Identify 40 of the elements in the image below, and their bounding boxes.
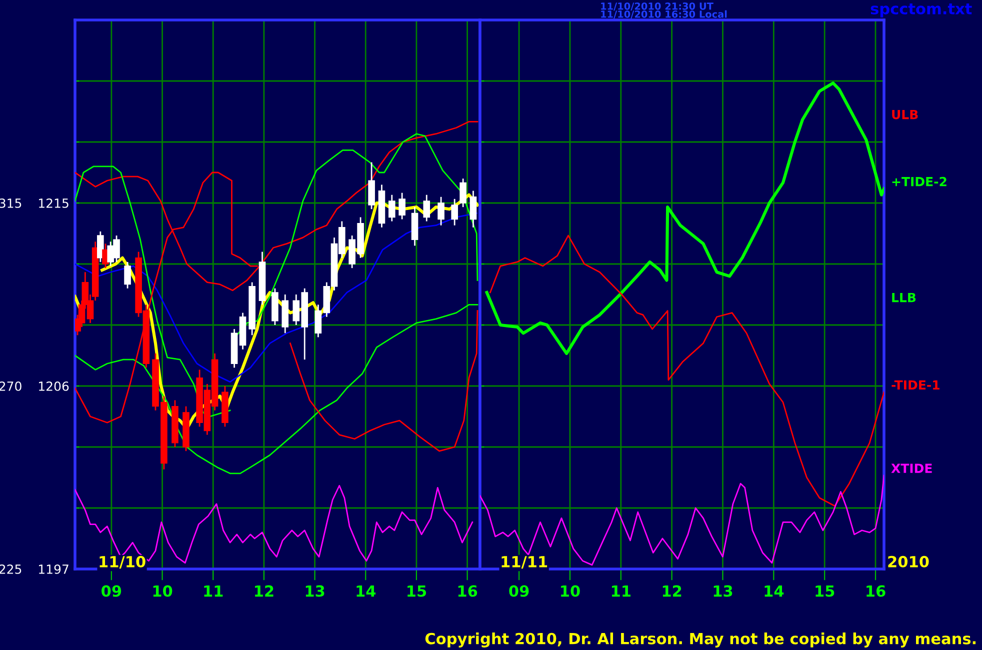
x-tick-label: 14 — [764, 585, 784, 597]
x-tick-label: 13 — [714, 585, 732, 597]
x-tick-label: 11 — [612, 585, 630, 597]
x-tick-label: 16 — [866, 585, 886, 597]
y-tick-label: 1215 — [39, 198, 68, 208]
text: LLB — [892, 292, 916, 302]
series-label: XTIDE — [891, 464, 932, 473]
text: Copyright 2010, Dr. Al Larson. May not be copied by any means. — [425, 632, 976, 648]
x-tick-label: 15 — [816, 585, 834, 597]
y-tick-label: 1197 — [39, 564, 68, 574]
candlestick — [388, 194, 396, 222]
candlestick — [423, 194, 430, 222]
x-tick-label: 09 — [509, 585, 529, 597]
x-tick-label: 14 — [356, 585, 376, 597]
text: spcctom.txt — [870, 3, 972, 18]
x-tick-label: 13 — [306, 585, 324, 597]
candlestick — [124, 261, 131, 290]
candlestick — [97, 230, 104, 263]
text: 11/10/2010 16:30 Local — [601, 10, 727, 19]
annotation: 11/10 — [100, 556, 146, 569]
series-label: -TIDE-1 — [892, 380, 940, 390]
candlestick — [460, 178, 466, 208]
candlestick — [438, 196, 444, 226]
x-tick-label: 10 — [153, 585, 172, 597]
text: 11/10/2010 21:30 UT — [601, 2, 714, 11]
x-tick-label: 11 — [204, 585, 223, 597]
x-tick-label: 10 — [561, 585, 580, 597]
text: ULB — [892, 110, 918, 120]
candlestick — [398, 192, 406, 220]
x-tick-label: 16 — [458, 585, 478, 597]
candlestick — [451, 198, 458, 226]
x-tick-label: 15 — [408, 585, 426, 597]
series-label: +TIDE-2 — [892, 176, 946, 186]
y-tick-label: 1206 — [39, 381, 69, 391]
x-tick-label: 12 — [662, 585, 682, 597]
x-tick-label: 12 — [255, 585, 274, 597]
x-tick-label: 09 — [102, 585, 122, 597]
candlestick — [470, 190, 477, 228]
annotation: 11/11 — [502, 556, 548, 569]
text: 2010 — [888, 556, 929, 568]
